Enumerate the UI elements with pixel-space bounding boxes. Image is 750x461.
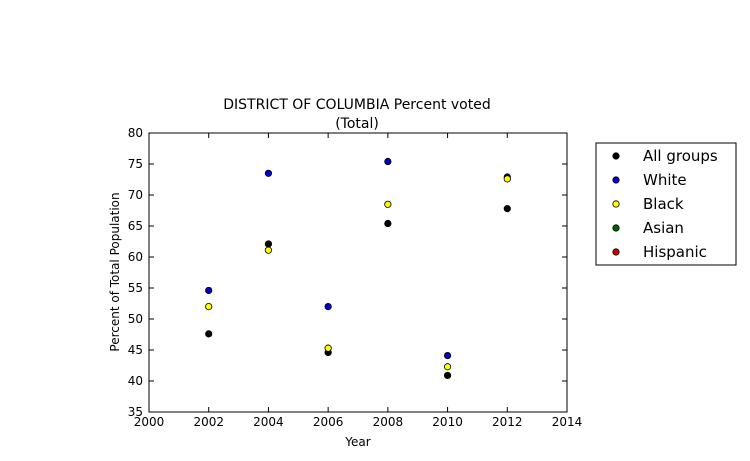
x-tick-label: 2010 xyxy=(432,415,463,429)
legend-label-white: White xyxy=(643,171,687,189)
point-all-groups xyxy=(264,240,273,248)
point-black xyxy=(384,200,392,208)
legend-label-hispanic: Hispanic xyxy=(643,243,707,261)
point-white xyxy=(264,169,273,177)
y-tick-label: 35 xyxy=(128,405,143,419)
legend-box xyxy=(595,142,737,266)
point-all-groups xyxy=(503,205,511,213)
point-black xyxy=(324,344,332,352)
legend-marker-black xyxy=(612,200,620,208)
point-white xyxy=(443,351,452,360)
legend-label-all-groups: All groups xyxy=(643,147,718,165)
y-tick-label: 70 xyxy=(128,188,143,202)
y-tick-label: 80 xyxy=(128,126,143,140)
x-axis-label: Year xyxy=(344,435,370,449)
point-black xyxy=(503,175,511,183)
y-tick-label: 40 xyxy=(128,374,143,388)
y-tick-label: 75 xyxy=(128,157,143,171)
legend-marker-asian xyxy=(612,224,620,232)
x-tick-label: 2008 xyxy=(373,415,404,429)
x-tick-label: 2000 xyxy=(134,415,165,429)
x-tick-label: 2006 xyxy=(313,415,344,429)
point-black xyxy=(264,246,273,254)
legend-marker-hispanic xyxy=(612,248,620,256)
plot-area xyxy=(148,132,568,413)
y-tick-label: 45 xyxy=(128,343,143,357)
point-black xyxy=(205,302,213,311)
point-all-groups xyxy=(384,219,392,228)
x-tick-label: 2012 xyxy=(492,415,523,429)
y-tick-label: 50 xyxy=(128,312,143,326)
point-all-groups xyxy=(443,371,452,380)
legend-marker-white xyxy=(612,176,620,184)
point-white xyxy=(205,286,213,295)
x-tick-label: 2004 xyxy=(253,415,284,429)
data-points xyxy=(205,157,511,380)
y-axis-label: Percent of Total Population xyxy=(108,192,122,351)
legend-marker-all-groups xyxy=(612,152,620,160)
point-black xyxy=(443,363,452,371)
point-white xyxy=(324,302,332,311)
legend: All groups White Black Asian Hispanic xyxy=(595,142,737,266)
point-all-groups xyxy=(205,330,213,338)
y-tick-label: 65 xyxy=(128,219,143,233)
legend-label-black: Black xyxy=(643,195,684,213)
legend-label-asian: Asian xyxy=(643,219,684,237)
chart-title: DISTRICT OF COLUMBIA Percent voted xyxy=(223,97,490,113)
y-tick-label: 55 xyxy=(128,281,143,295)
chart-subtitle: (Total) xyxy=(335,116,379,132)
y-tick-label: 60 xyxy=(128,250,143,264)
y-axis: 35 40 45 50 55 60 65 70 75 80 xyxy=(128,126,567,419)
x-tick-label: 2002 xyxy=(193,415,224,429)
point-white xyxy=(384,157,392,166)
x-tick-label: 2014 xyxy=(552,415,583,429)
x-axis: 2000 2002 2004 2006 2008 2010 2012 2014 xyxy=(134,133,583,429)
